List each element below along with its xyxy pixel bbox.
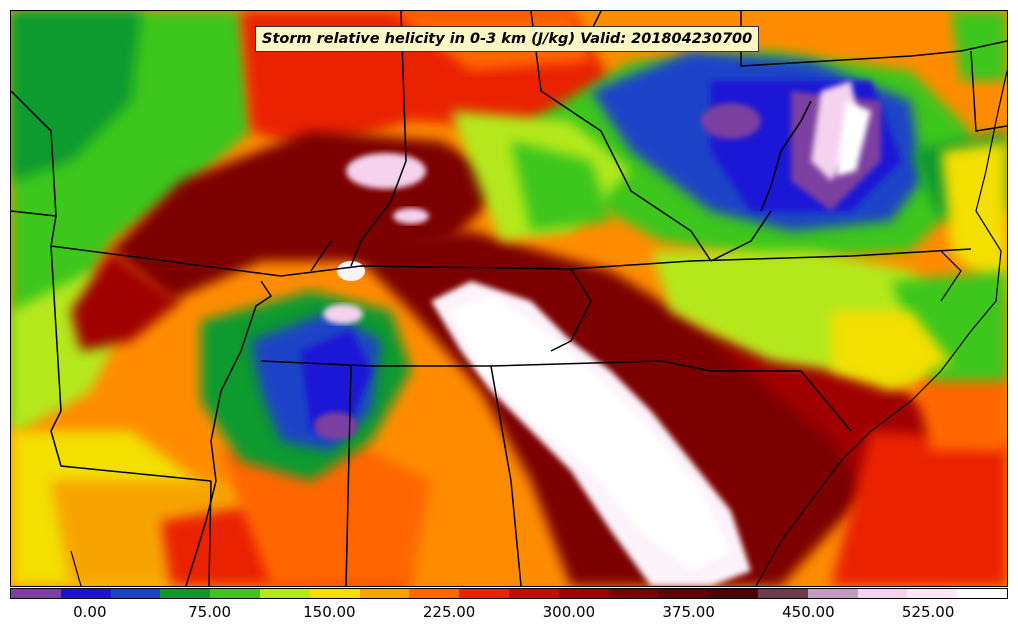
helicity-fill — [11, 11, 1007, 586]
colorbar-tick-label: 0.00 — [73, 603, 107, 621]
helicity-field-map — [11, 11, 1007, 586]
colorbar-tick-label: 375.00 — [662, 603, 715, 621]
colorbar-segment — [658, 589, 709, 598]
state-borders — [11, 11, 1007, 586]
colorbar-tick-label: 75.00 — [188, 603, 232, 621]
coastlines — [70, 70, 1007, 586]
colorbar-segment — [608, 589, 659, 598]
colorbar-segment — [459, 589, 509, 598]
colorbar-tick-label: 150.00 — [303, 603, 356, 621]
map-panel: Storm relative helicity in 0-3 km (J/kg)… — [10, 10, 1008, 587]
colorbar-segment — [409, 589, 460, 598]
colorbar-segment — [309, 589, 360, 598]
colorbar-segment — [110, 589, 161, 598]
colorbar-segment — [708, 589, 758, 598]
colorbar-segment — [907, 589, 958, 598]
colorbar-segment — [807, 589, 858, 598]
colorbar-ticks: 0.00 75.00 150.00 225.00 300.00 375.00 450.00 5… — [0, 603, 1018, 623]
colorbar-segment — [957, 589, 1007, 598]
colorbar-segment — [11, 589, 61, 598]
colorbar-segment — [259, 589, 310, 598]
colorbar-segment — [210, 589, 260, 598]
colorbar-segment — [857, 589, 908, 598]
colorbar — [10, 588, 1008, 599]
colorbar-tick-label: 525.00 — [901, 603, 955, 621]
colorbar-segment — [757, 589, 808, 598]
colorbar-segment — [508, 589, 559, 598]
colorbar-tick-label: 300.00 — [542, 603, 596, 621]
colorbar-segment — [60, 589, 111, 598]
colorbar-segment — [160, 589, 211, 598]
colorbar-segment — [558, 589, 609, 598]
colorbar-segment — [359, 589, 410, 598]
colorbar-tick-label: 225.00 — [422, 603, 476, 621]
map-title: Storm relative helicity in 0-3 km (J/kg)… — [255, 26, 760, 52]
colorbar-tick-label: 450.00 — [782, 603, 835, 621]
